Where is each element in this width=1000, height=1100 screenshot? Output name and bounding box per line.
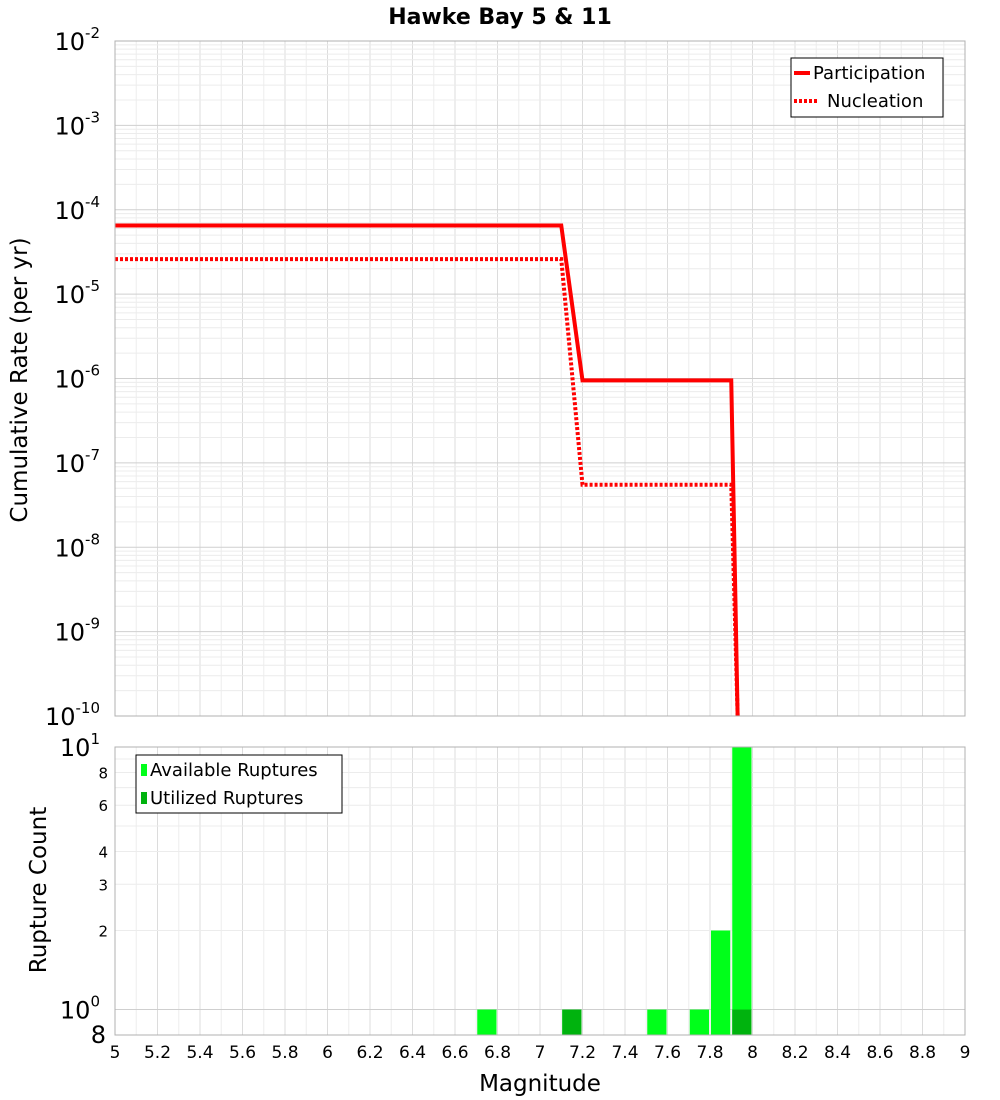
y-minor-tick-label: 2 xyxy=(98,923,108,941)
y-tick-base: 10 xyxy=(54,450,85,478)
x-tick-label: 7.6 xyxy=(654,1043,681,1063)
bar-utilized-ruptures xyxy=(562,1009,582,1035)
legend-available-swatch xyxy=(141,764,147,776)
y-tick-exponent: -3 xyxy=(85,108,100,126)
y-tick-base: 10 xyxy=(54,112,85,140)
y-tick-label: 10-8 xyxy=(54,530,100,562)
bar-available-ruptures xyxy=(711,930,731,1035)
x-tick-label: 8.8 xyxy=(909,1043,936,1063)
y-tick-base: 10 xyxy=(54,281,85,309)
y-tick-base: 10 xyxy=(60,997,91,1025)
x-tick-label: 5.8 xyxy=(271,1043,298,1063)
legend-participation-label: Participation xyxy=(813,63,925,84)
y-tick-base: 10 xyxy=(45,703,76,731)
y-tick-exponent: 0 xyxy=(90,993,100,1011)
x-tick-label: 7.2 xyxy=(569,1043,596,1063)
bar-available-ruptures xyxy=(647,1009,667,1035)
chart-title: Hawke Bay 5 & 11 xyxy=(388,5,612,30)
series-participation-line xyxy=(115,223,740,717)
y-tick-label: 101 xyxy=(60,730,100,762)
y-tick-exponent: -4 xyxy=(85,193,100,211)
y-tick-base: 10 xyxy=(54,366,85,394)
y-tick-base: 10 xyxy=(60,734,91,762)
y-minor-tick-label: 6 xyxy=(98,797,108,815)
y-tick-label: 10-5 xyxy=(54,277,100,309)
x-tick-label: 8.6 xyxy=(866,1043,893,1063)
y-tick-exponent: -10 xyxy=(76,699,101,717)
y-tick-exponent: 1 xyxy=(90,730,100,748)
top-plot-grid xyxy=(114,41,966,717)
series-nucleation-line xyxy=(115,257,740,717)
legend-utilized-swatch xyxy=(141,792,147,804)
x-tick-label: 6.2 xyxy=(356,1043,383,1063)
x-tick-label: 5.4 xyxy=(186,1043,213,1063)
y-tick-exponent: -2 xyxy=(85,24,100,42)
x-tick-label: 6 xyxy=(322,1043,333,1063)
x-tick-label: 8.2 xyxy=(781,1043,808,1063)
y-tick-label: 10-9 xyxy=(54,615,100,647)
y-tick-label: 10-6 xyxy=(54,362,100,394)
y-tick-label: 100 xyxy=(60,993,100,1025)
line-group xyxy=(115,223,740,717)
bottom-y-axis-label: Rupture Count xyxy=(26,807,52,973)
top-plot-area xyxy=(114,40,966,717)
y-minor-tick-label: 8 xyxy=(98,764,108,782)
x-tick-label: 5.2 xyxy=(144,1043,171,1063)
legend-utilized-label: Utilized Ruptures xyxy=(150,788,303,809)
legend-top-box xyxy=(790,57,944,118)
y-tick-base: 10 xyxy=(54,28,85,56)
legend-available-label: Available Ruptures xyxy=(150,760,318,781)
legend-bottom-box xyxy=(135,754,343,814)
x-tick-label: 7.8 xyxy=(696,1043,723,1063)
legend-nucleation-label: Nucleation xyxy=(827,91,923,112)
bar-group xyxy=(477,747,752,1035)
y-tick-label: 10-7 xyxy=(54,446,100,478)
bar-available-ruptures xyxy=(689,1009,709,1035)
y-tick-exponent: -5 xyxy=(85,277,100,295)
y-tick-exponent: -7 xyxy=(85,446,100,464)
y-tick-label: 10-2 xyxy=(54,24,100,56)
x-tick-label: 8.4 xyxy=(824,1043,851,1063)
x-tick-label: 8 xyxy=(747,1043,758,1063)
x-tick-label: 6.6 xyxy=(441,1043,468,1063)
y-minor-tick-label: 4 xyxy=(98,843,108,861)
x-tick-label: 7 xyxy=(535,1043,546,1063)
x-tick-label: 6.8 xyxy=(484,1043,511,1063)
y-bottom-tick-label: 8 xyxy=(91,1021,106,1049)
x-tick-label: 5.6 xyxy=(229,1043,256,1063)
bar-utilized-ruptures xyxy=(732,1009,752,1035)
y-tick-label: 10-3 xyxy=(54,108,100,140)
top-y-axis-label: Cumulative Rate (per yr) xyxy=(7,237,33,522)
y-minor-tick-label: 3 xyxy=(98,876,108,894)
bar-available-ruptures xyxy=(732,747,752,1035)
x-tick-label: 5 xyxy=(110,1043,121,1063)
x-tick-label: 6.4 xyxy=(399,1043,426,1063)
y-tick-exponent: -8 xyxy=(85,530,100,548)
x-tick-label: 9 xyxy=(960,1043,971,1063)
y-tick-label: 10-10 xyxy=(45,699,100,731)
y-tick-base: 10 xyxy=(54,197,85,225)
legend-top: Participation Nucleation xyxy=(790,57,944,118)
y-tick-exponent: -6 xyxy=(85,362,100,380)
bottom-plot-area xyxy=(114,746,966,1036)
tick-labels: 10-210-310-410-510-610-710-810-910-10101… xyxy=(45,24,970,1063)
y-tick-label: 10-4 xyxy=(54,193,100,225)
y-tick-base: 10 xyxy=(54,534,85,562)
x-tick-label: 7.4 xyxy=(611,1043,638,1063)
legend-bottom: Available Ruptures Utilized Ruptures xyxy=(135,754,343,814)
bar-available-ruptures xyxy=(477,1009,497,1035)
x-axis-label: Magnitude xyxy=(479,1071,601,1097)
y-tick-exponent: -9 xyxy=(85,615,100,633)
y-tick-base: 10 xyxy=(54,619,85,647)
